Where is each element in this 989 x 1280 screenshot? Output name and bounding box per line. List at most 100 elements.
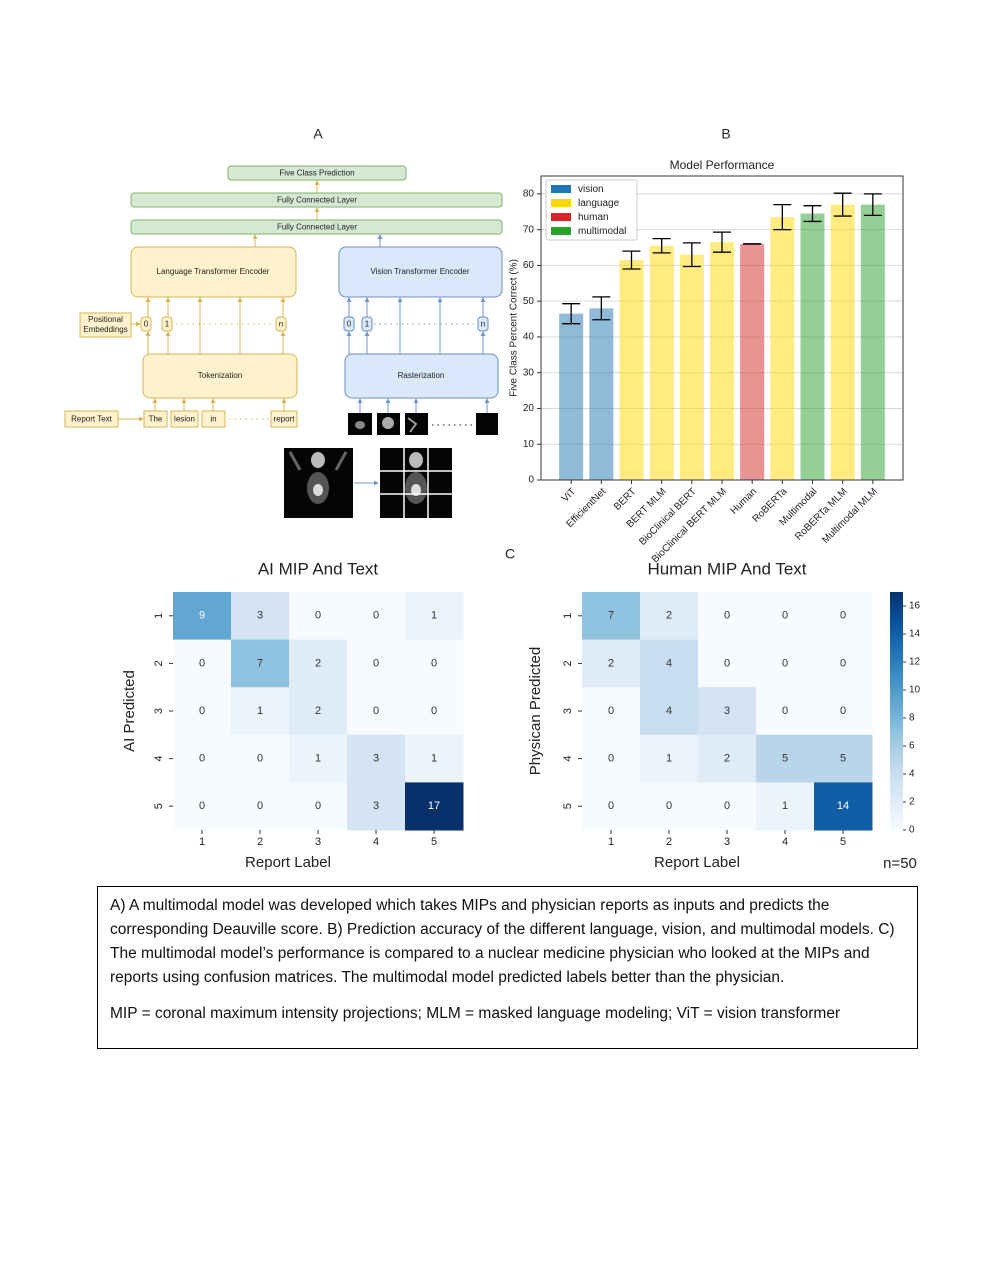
y-axis-label: AI Predicted (121, 670, 138, 752)
cell-label: 0 (315, 800, 321, 812)
cell-label: 1 (257, 705, 263, 717)
cell-label: 0 (608, 753, 614, 765)
patch-detail (382, 417, 394, 429)
colorbar-tick-label: 2 (909, 797, 915, 808)
heatmap-cell (582, 592, 641, 641)
box-label: Fully Connected Layer (277, 223, 357, 232)
patch-detail (407, 417, 418, 433)
patch (476, 413, 498, 435)
error-bar (713, 231, 731, 253)
heatmap-cell (405, 734, 464, 783)
error-bar (562, 303, 581, 325)
embedding-box (275, 316, 287, 332)
heatmap-cell (582, 782, 641, 831)
bar (619, 260, 644, 480)
box (64, 410, 119, 428)
chart-title: Human MIP And Text (647, 559, 806, 578)
bar (589, 308, 614, 480)
heatmap-cell (231, 592, 290, 641)
cell-label: 0 (724, 610, 730, 622)
y-tick-label: 1 (562, 613, 574, 619)
cell-label: 5 (782, 753, 788, 765)
heatmap-cell (231, 734, 290, 783)
heatmap-cell (756, 592, 815, 641)
heatmap-cell (405, 782, 464, 831)
cell-label: 2 (315, 657, 321, 669)
image-detail (313, 484, 323, 496)
embedding-box (343, 316, 355, 332)
panel-label: B (721, 126, 730, 142)
token-box (143, 410, 168, 428)
colorbar-tick-label: 6 (909, 741, 915, 752)
bar (679, 254, 704, 480)
heatmap-cell (405, 687, 464, 736)
legend-label: vision (578, 184, 604, 195)
embedding-box (361, 316, 373, 332)
x-tick-label: ViT (560, 486, 578, 504)
y-tick-label: 4 (153, 756, 165, 762)
box-label: Fully Connected Layer (277, 196, 357, 205)
y-tick-label: 4 (562, 756, 574, 762)
chart-title: Model Performance (670, 158, 775, 172)
y-tick-label: 40 (523, 332, 535, 343)
heatmap-cell (231, 687, 290, 736)
box (344, 353, 499, 399)
bar (740, 243, 765, 480)
box (142, 353, 298, 399)
embedding-box (140, 316, 152, 332)
legend-swatch (551, 199, 571, 207)
box-label: Tokenization (198, 371, 242, 380)
cell-label: 4 (666, 705, 672, 717)
cell-label: 3 (257, 610, 263, 622)
bar (830, 204, 855, 481)
token: lesion (174, 415, 195, 424)
x-tick-label: 3 (315, 836, 321, 848)
heatmap-cell (640, 734, 699, 783)
cell-label: 0 (257, 753, 263, 765)
error-bar (833, 192, 852, 217)
image-patches (348, 413, 498, 435)
box-label: Positional (88, 315, 123, 324)
y-tick-label: 70 (523, 224, 535, 235)
cell-label: 0 (431, 705, 437, 717)
x-tick-label: 2 (257, 836, 263, 848)
caption-paragraph: MIP = coronal maximum intensity projecti… (110, 1005, 841, 1022)
cell-label: 0 (199, 657, 205, 669)
x-tick-label: 4 (373, 836, 379, 848)
chart-title: AI MIP And Text (258, 559, 379, 578)
cell-label: 0 (608, 705, 614, 717)
box (130, 219, 503, 235)
heatmap-cell (698, 782, 757, 831)
caption: A) A multimodal model was developed whic… (97, 886, 918, 1049)
image-detail (311, 452, 325, 468)
x-tick-label: RoBERTa MLM (793, 486, 849, 542)
panel-label: A (313, 126, 323, 142)
embedding-box (477, 316, 489, 332)
error-bar (773, 203, 792, 231)
cell-label: 0 (666, 800, 672, 812)
colorbar (890, 592, 903, 830)
bar (800, 213, 825, 480)
x-axis-label: Report Label (654, 854, 740, 871)
heatmap-cell (640, 687, 699, 736)
cell-label: 1 (431, 610, 437, 622)
bar (860, 204, 885, 481)
bar (559, 313, 584, 480)
heatmap-cell (756, 782, 815, 831)
y-tick-label: 5 (562, 803, 574, 809)
x-tick-label: 3 (724, 836, 730, 848)
token-box (170, 410, 199, 428)
y-tick-label: 10 (523, 439, 535, 450)
cell-label: 0 (315, 610, 321, 622)
patch-detail (355, 421, 365, 429)
panel-label: C (505, 546, 515, 562)
cell-label: 1 (666, 753, 672, 765)
image-detail (411, 484, 421, 496)
box (79, 312, 132, 338)
cell-label: 14 (837, 800, 849, 812)
cell-label: 0 (840, 610, 846, 622)
heatmap-cell (756, 639, 815, 688)
cell-label: 0 (373, 610, 379, 622)
heatmap-cell (814, 592, 873, 641)
colorbar-tick-label: 0 (909, 825, 915, 836)
